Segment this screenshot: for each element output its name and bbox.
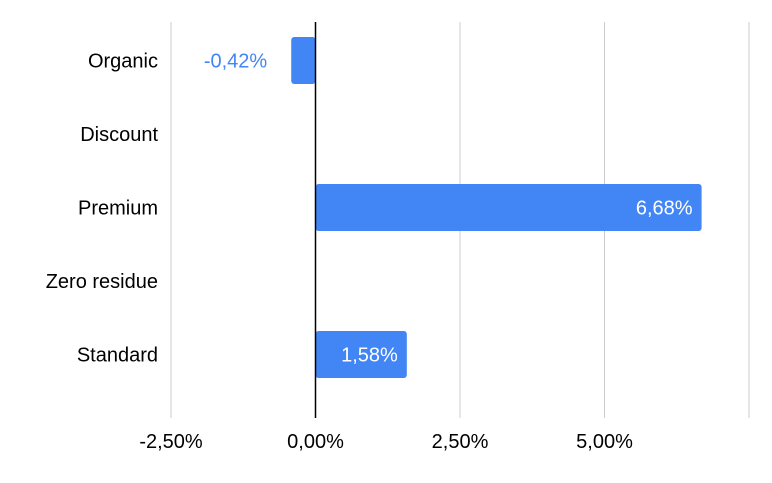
x-tick-label: 2,50% [432, 431, 489, 453]
bar [291, 37, 316, 84]
data-label: 1,58% [341, 345, 398, 367]
bar-layer [291, 37, 702, 378]
category-label: Organic [88, 51, 158, 73]
data-label: 6,68% [636, 198, 693, 220]
x-tick-label: 0,00% [287, 431, 344, 453]
bar [315, 184, 702, 231]
category-label: Discount [80, 124, 158, 146]
x-tick-label: -2,50% [139, 431, 203, 453]
category-label: Premium [78, 198, 158, 220]
category-label: Standard [77, 345, 158, 367]
category-label: Zero residue [46, 271, 158, 293]
axis-layer: -2,50% 0,00% 2,50% 5,00% Organic Discount Prem… [46, 51, 633, 454]
label-layer: -0,42% 6,68% 1,58% [204, 22, 693, 418]
x-tick-label: 5,00% [576, 431, 633, 453]
data-label: -0,42% [204, 51, 268, 73]
bar [315, 331, 407, 378]
